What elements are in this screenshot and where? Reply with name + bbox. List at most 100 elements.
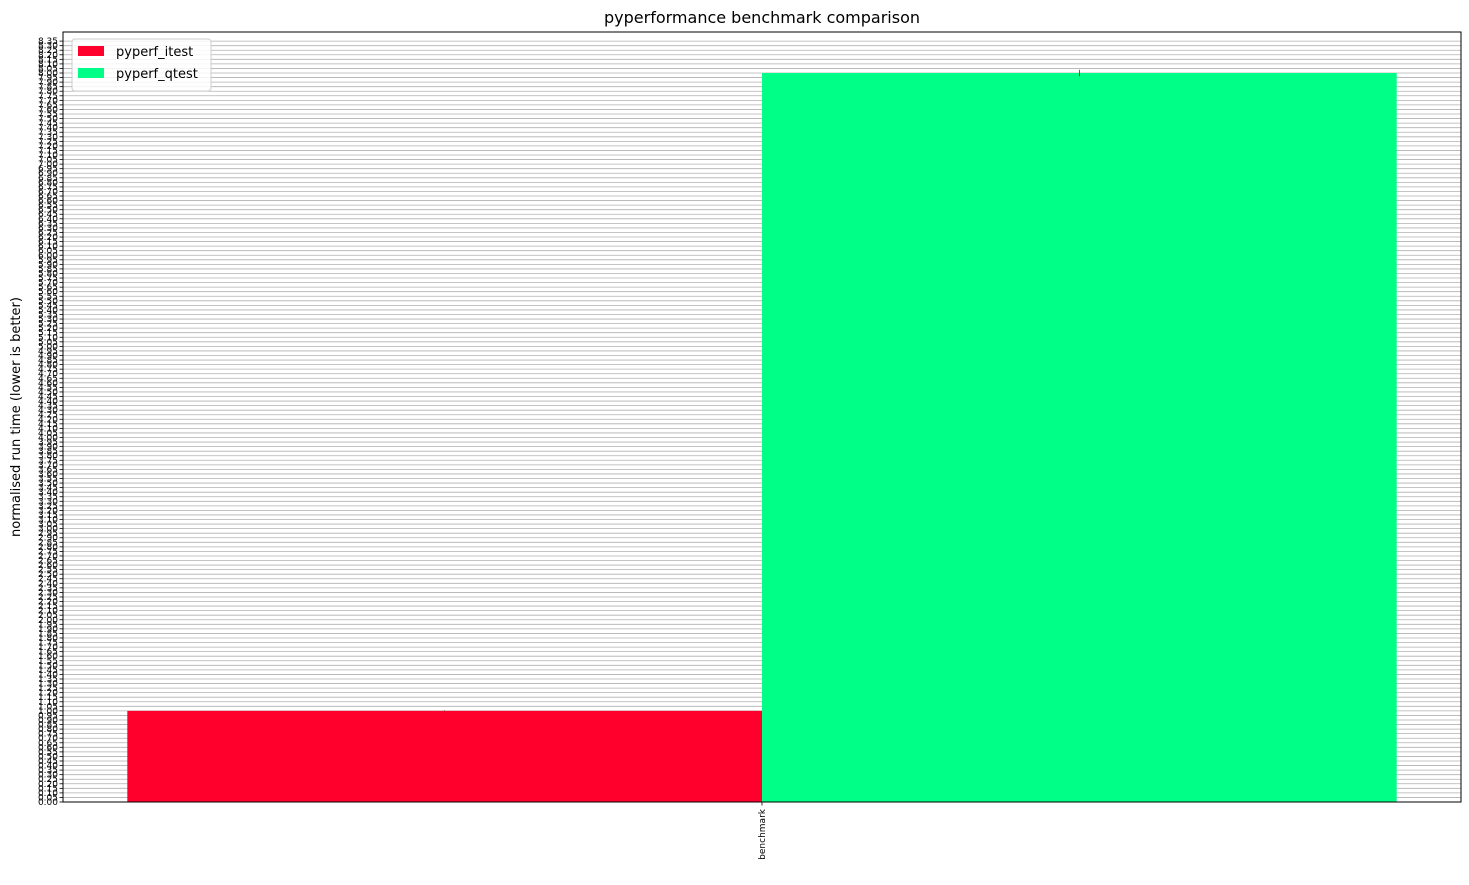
y-tick-label: 4.55 bbox=[38, 383, 58, 393]
x-tick-label: benchmark bbox=[758, 808, 768, 860]
y-tick-label: 0.40 bbox=[38, 762, 58, 772]
y-tick-label: 4.85 bbox=[38, 356, 58, 366]
y-tick-label: 5.05 bbox=[38, 338, 58, 348]
y-tick-label: 2.70 bbox=[38, 552, 58, 562]
y-tick-label: 0.90 bbox=[38, 716, 58, 726]
legend-swatch-pyperf_itest bbox=[78, 46, 104, 56]
y-tick-label: 3.70 bbox=[38, 461, 58, 471]
y-tick-label: 6.35 bbox=[38, 219, 58, 229]
y-tick-label: 4.70 bbox=[38, 370, 58, 380]
y-tick-label: 7.50 bbox=[38, 115, 58, 125]
y-tick-label: 5.40 bbox=[38, 306, 58, 316]
y-tick-label: 6.70 bbox=[38, 187, 58, 197]
y-tick-label: 2.65 bbox=[38, 557, 58, 567]
y-tick-label: 2.05 bbox=[38, 611, 58, 621]
y-tick-label: 3.85 bbox=[38, 447, 58, 457]
y-tick-label: 8.00 bbox=[38, 69, 58, 79]
y-tick-label: 6.55 bbox=[38, 201, 58, 211]
y-tick-label: 6.65 bbox=[38, 192, 58, 202]
y-tick-label: 0.55 bbox=[38, 748, 58, 758]
y-tick-label: 4.75 bbox=[38, 365, 58, 375]
y-tick-label: 6.40 bbox=[38, 215, 58, 225]
legend-label-pyperf_qtest: pyperf_qtest bbox=[116, 67, 198, 82]
y-tick-label: 8.15 bbox=[38, 55, 58, 65]
y-tick-label: 6.60 bbox=[38, 197, 58, 207]
y-tick-label: 3.65 bbox=[38, 465, 58, 475]
y-axis-title: normalised run time (lower is better) bbox=[9, 297, 24, 537]
y-tick-label: 4.10 bbox=[38, 424, 58, 434]
y-tick-label: 6.95 bbox=[38, 165, 58, 175]
y-tick-label: 0.65 bbox=[38, 739, 58, 749]
bars bbox=[127, 69, 1397, 802]
y-tick-label: 1.45 bbox=[38, 666, 58, 676]
y-tick-label: 1.05 bbox=[38, 702, 58, 712]
y-tick-label: 7.75 bbox=[38, 92, 58, 102]
y-tick-label: 4.15 bbox=[38, 420, 58, 430]
y-tick-label: 0.60 bbox=[38, 743, 58, 753]
y-tick-label: 5.65 bbox=[38, 283, 58, 293]
y-tick-label: 7.55 bbox=[38, 110, 58, 120]
y-tick-label: 6.10 bbox=[38, 242, 58, 252]
y-tick-label: 7.35 bbox=[38, 128, 58, 138]
y-tick-label: 2.35 bbox=[38, 584, 58, 594]
y-tick-label: 6.90 bbox=[38, 169, 58, 179]
y-tick-label: 2.90 bbox=[38, 534, 58, 544]
legend-swatch-pyperf_qtest bbox=[78, 68, 104, 78]
y-tick-label: 8.05 bbox=[38, 64, 58, 74]
y-tick-label: 3.95 bbox=[38, 438, 58, 448]
y-tick-label: 1.90 bbox=[38, 625, 58, 635]
y-tick-label: 0.80 bbox=[38, 725, 58, 735]
y-tick-label: 5.35 bbox=[38, 310, 58, 320]
y-tick-label: 1.95 bbox=[38, 620, 58, 630]
y-tick-label: 5.30 bbox=[38, 315, 58, 325]
y-tick-label: 7.90 bbox=[38, 78, 58, 88]
legend-label-pyperf_itest: pyperf_itest bbox=[116, 45, 193, 60]
y-tick-label: 5.75 bbox=[38, 274, 58, 284]
y-tick-label: 6.75 bbox=[38, 183, 58, 193]
y-tick-label: 2.50 bbox=[38, 570, 58, 580]
y-tick-label: 7.80 bbox=[38, 87, 58, 97]
y-tick-label: 0.30 bbox=[38, 771, 58, 781]
y-tick-label: 6.30 bbox=[38, 224, 58, 234]
y-tick-label: 5.00 bbox=[38, 342, 58, 352]
y-tick-label: 2.10 bbox=[38, 607, 58, 617]
y-tick-label: 2.55 bbox=[38, 566, 58, 576]
y-tick-label: 5.90 bbox=[38, 260, 58, 270]
y-tick-label: 1.60 bbox=[38, 652, 58, 662]
y-tick-label: 1.50 bbox=[38, 661, 58, 671]
y-tick-label: 1.25 bbox=[38, 684, 58, 694]
y-tick-label: 2.80 bbox=[38, 543, 58, 553]
y-tick-label: 8.10 bbox=[38, 60, 58, 70]
y-tick-label: 5.85 bbox=[38, 265, 58, 275]
y-tick-label: 4.40 bbox=[38, 397, 58, 407]
y-tick-label: 0.20 bbox=[38, 780, 58, 790]
y-tick-label: 3.20 bbox=[38, 506, 58, 516]
y-tick-label: 2.75 bbox=[38, 547, 58, 557]
y-tick-label: 4.80 bbox=[38, 361, 58, 371]
y-tick-label: 0.25 bbox=[38, 775, 58, 785]
y-tick-label: 0.50 bbox=[38, 752, 58, 762]
y-tick-label: 3.80 bbox=[38, 452, 58, 462]
y-tick-label: 8.25 bbox=[38, 46, 58, 56]
y-tick-label: 1.15 bbox=[38, 693, 58, 703]
y-tick-label: 4.30 bbox=[38, 406, 58, 416]
y-tick-label: 7.45 bbox=[38, 119, 58, 129]
bar-pyperf_itest bbox=[127, 710, 763, 802]
y-tick-label: 6.25 bbox=[38, 228, 58, 238]
y-tick-label: 0.75 bbox=[38, 730, 58, 740]
y-tick-label: 5.25 bbox=[38, 320, 58, 330]
y-tick-label: 4.60 bbox=[38, 379, 58, 389]
y-tick-label: 3.00 bbox=[38, 525, 58, 535]
y-tick-label: 0.70 bbox=[38, 734, 58, 744]
y-tick-label: 1.00 bbox=[38, 707, 58, 717]
y-tick-label: 4.05 bbox=[38, 429, 58, 439]
y-tick-label: 6.00 bbox=[38, 251, 58, 261]
y-tick-label: 5.10 bbox=[38, 333, 58, 343]
y-tick-label: 3.40 bbox=[38, 488, 58, 498]
y-tick-label: 1.10 bbox=[38, 698, 58, 708]
y-tick-label: 3.35 bbox=[38, 493, 58, 503]
y-tick-label: 0.15 bbox=[38, 784, 58, 794]
plot-frame bbox=[62, 31, 1462, 803]
y-tick-label: 3.25 bbox=[38, 502, 58, 512]
y-tick-label: 3.15 bbox=[38, 511, 58, 521]
